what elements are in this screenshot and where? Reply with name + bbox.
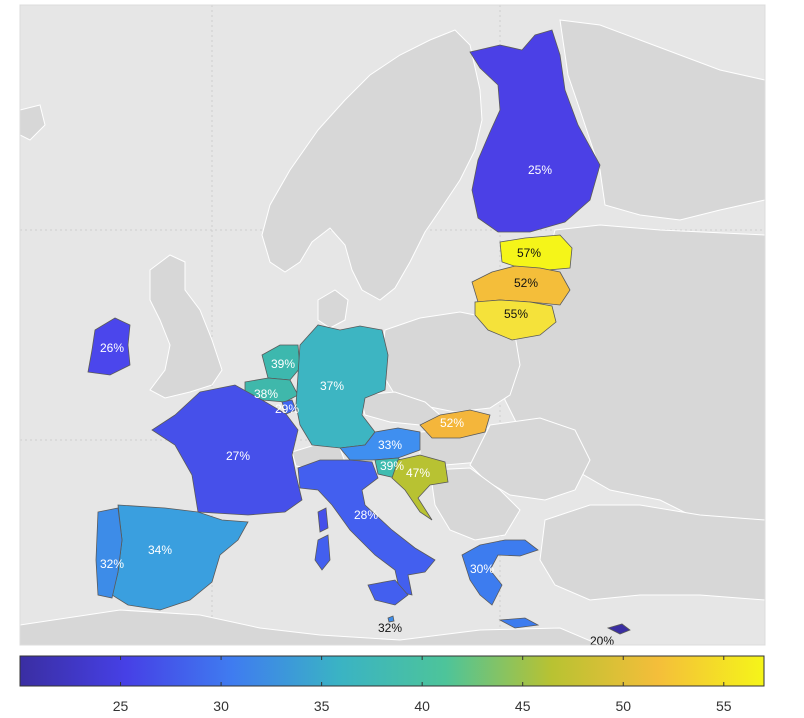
country-sicily[interactable] (367, 579, 409, 606)
country-slovakia[interactable] (419, 409, 491, 439)
label-greece: 30% (470, 562, 494, 576)
country-corsica[interactable] (317, 507, 329, 533)
country-sardinia[interactable] (314, 534, 331, 571)
country-cyprus[interactable] (606, 623, 631, 635)
country-portugal[interactable] (95, 507, 123, 599)
colorbar-tick-label: 25 (113, 698, 129, 714)
colorbar-tick-label: 45 (515, 698, 531, 714)
label-luxembourg: 29% (275, 402, 299, 416)
colorbar-tick-label: 40 (414, 698, 430, 714)
label-cyprus: 20% (590, 634, 614, 648)
colorbar-tick-label: 50 (615, 698, 631, 714)
colorbar-gradient (19, 655, 765, 687)
colorbar-tick-label: 55 (716, 698, 732, 714)
country-france[interactable] (151, 384, 303, 516)
country-labels: 25% 57% 52% 55% 26% 39% 38% 29% 37% 27% … (100, 163, 614, 648)
country-finland[interactable] (469, 29, 601, 233)
country-estonia[interactable] (499, 234, 573, 271)
colorbar-tick-label: 35 (314, 698, 330, 714)
country-luxembourg[interactable] (281, 399, 297, 415)
label-finland: 25% (528, 163, 552, 177)
label-netherlands: 39% (271, 357, 295, 371)
label-belgium: 38% (254, 387, 278, 401)
country-greece[interactable] (461, 539, 539, 606)
colorbar: 25 30 35 40 45 50 55 (19, 655, 765, 714)
country-austria[interactable] (339, 427, 421, 461)
label-latvia: 52% (514, 276, 538, 290)
country-germany[interactable] (295, 324, 389, 449)
label-slovenia: 39% (380, 459, 404, 473)
colorbar-tick-label: 30 (213, 698, 229, 714)
label-croatia: 47% (406, 466, 430, 480)
label-italy: 28% (354, 508, 378, 522)
label-lithuania: 55% (504, 307, 528, 321)
label-slovakia: 52% (440, 416, 464, 430)
label-ireland: 26% (100, 341, 124, 355)
country-croatia[interactable] (391, 454, 449, 521)
label-estonia: 57% (517, 246, 541, 260)
label-france: 27% (226, 449, 250, 463)
label-germany: 37% (320, 379, 344, 393)
label-austria: 33% (378, 438, 402, 452)
country-malta[interactable] (387, 615, 395, 623)
country-lithuania[interactable] (474, 299, 557, 341)
colorbar-ticks: 25 30 35 40 45 50 55 (113, 656, 732, 714)
country-italy[interactable] (297, 459, 436, 596)
map-border (19, 4, 766, 646)
label-malta: 32% (378, 621, 402, 635)
country-ireland[interactable] (87, 317, 131, 376)
country-crete[interactable] (498, 617, 540, 629)
countries (87, 29, 631, 635)
label-portugal: 32% (100, 557, 124, 571)
background-land (20, 19, 765, 645)
label-spain: 34% (148, 543, 172, 557)
